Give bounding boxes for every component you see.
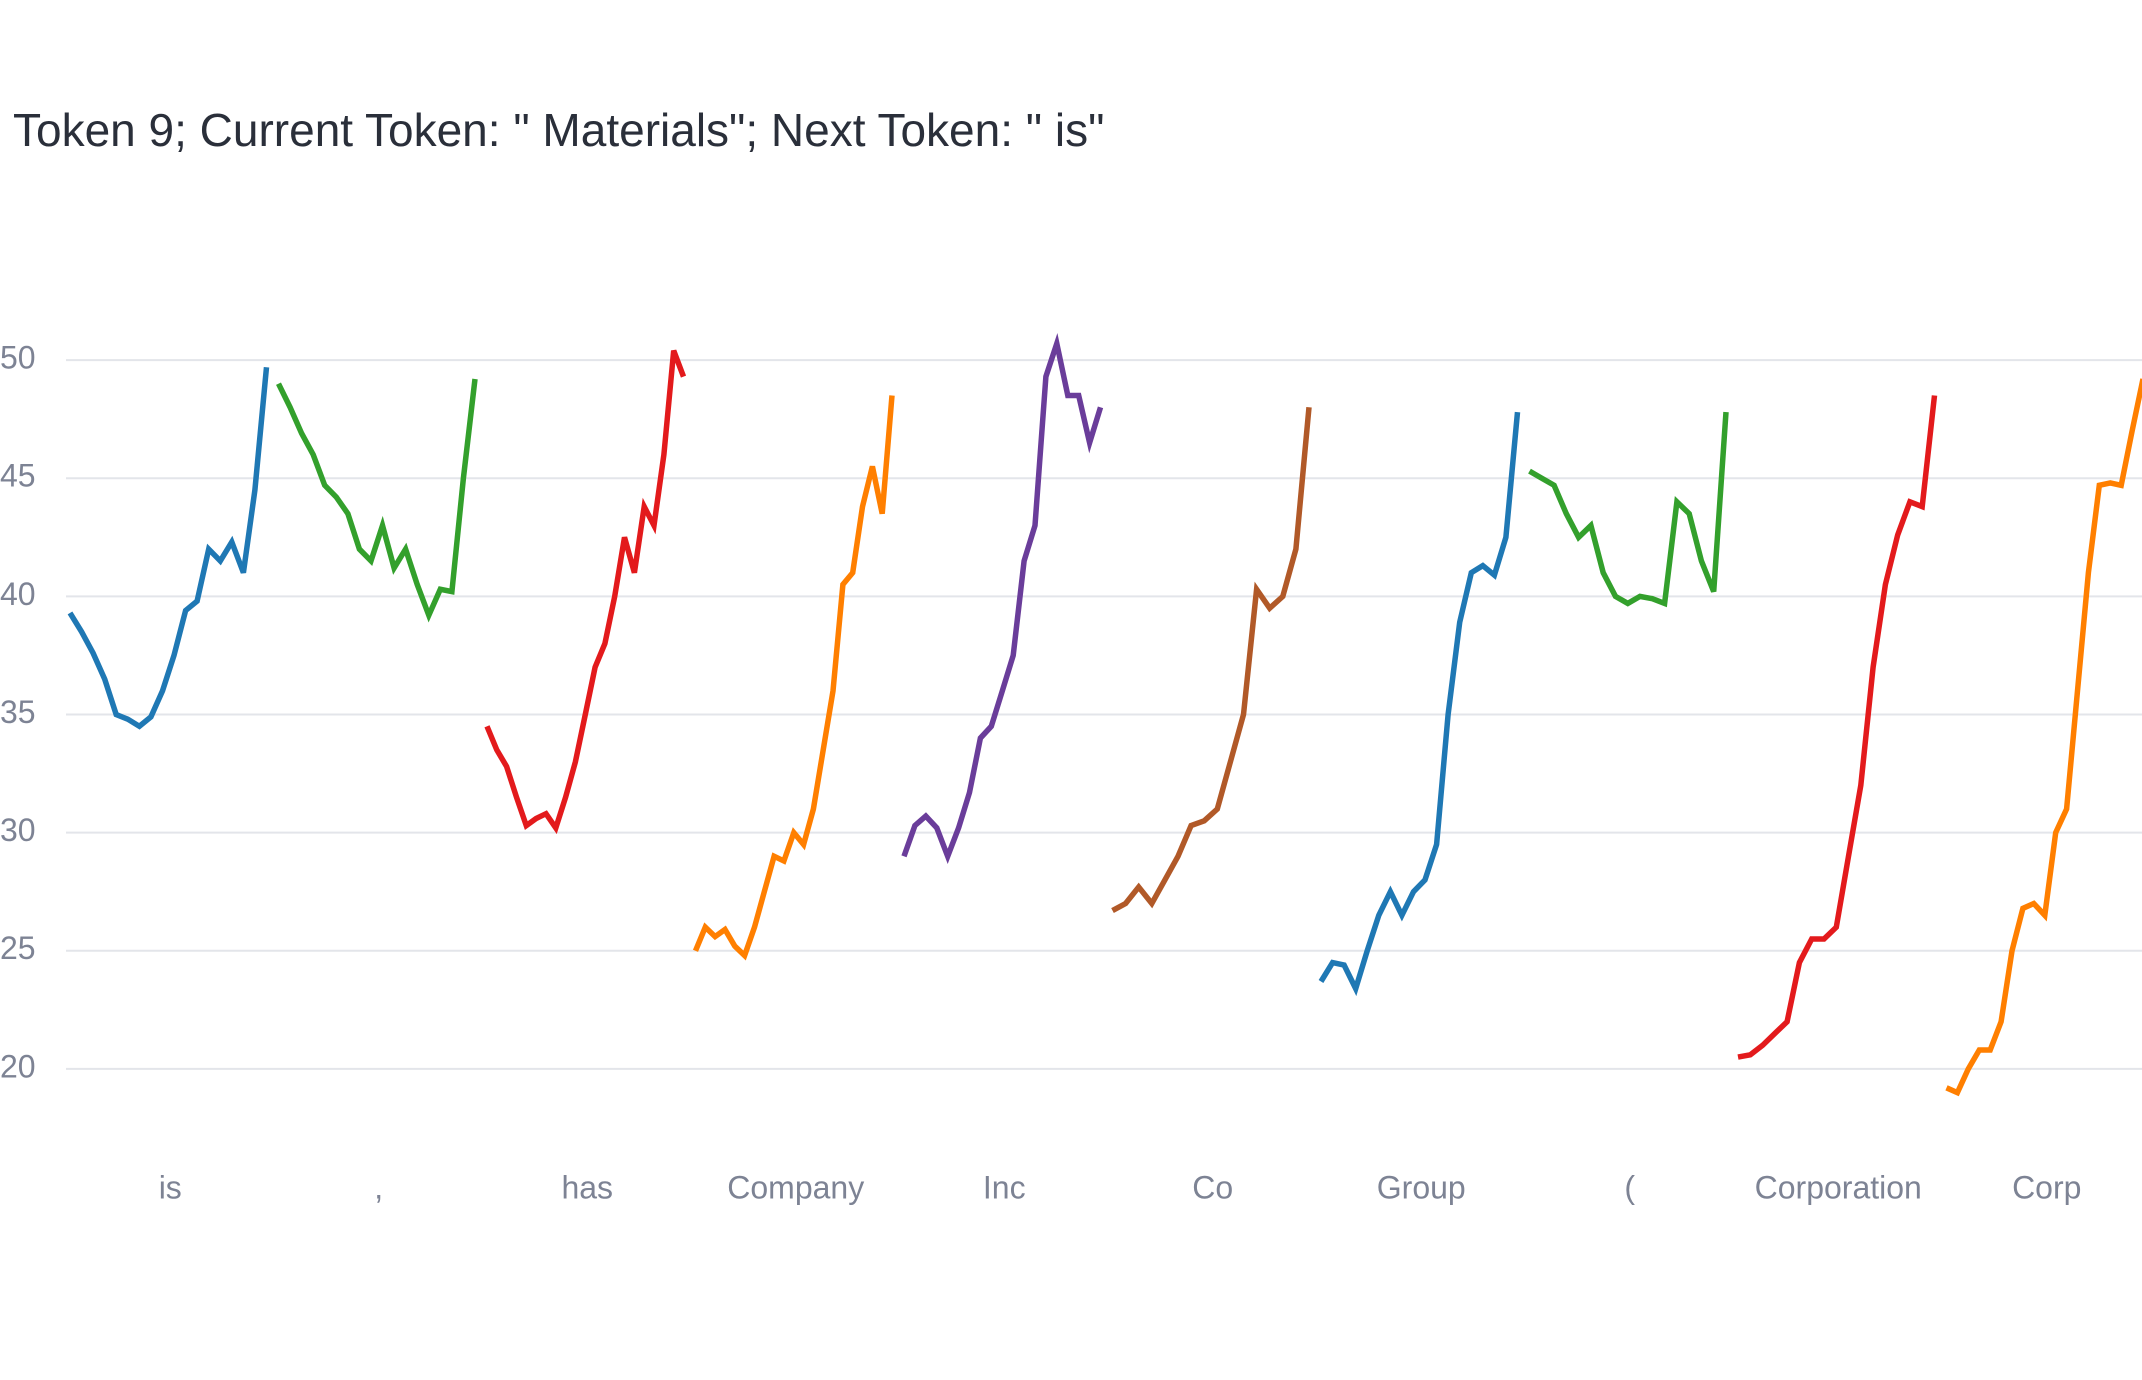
x-tick-label: Corporation [1755, 1169, 1922, 1205]
y-tick-label: 20 [0, 1048, 36, 1084]
x-tick-label: is [159, 1169, 182, 1205]
y-tick-label: 30 [0, 812, 36, 848]
series-line [1945, 378, 2142, 1097]
x-tick-label: , [374, 1169, 383, 1205]
x-tick-label: Company [727, 1169, 864, 1205]
series-line [1528, 411, 1729, 608]
series-line [901, 332, 1104, 864]
series-line [1111, 407, 1312, 914]
series-line [276, 378, 478, 623]
series-line [1318, 411, 1521, 997]
chart-title: Token 9; Current Token: " Materials"; Ne… [13, 104, 1104, 156]
y-tick-label: 45 [0, 458, 36, 494]
x-tick-label: ( [1624, 1169, 1635, 1205]
y-tick-label: 25 [0, 930, 36, 966]
x-tick-label: has [561, 1169, 613, 1205]
series-line [67, 366, 270, 730]
y-tick-label: 40 [0, 576, 36, 612]
x-tick-label: Inc [983, 1169, 1026, 1205]
series-line [692, 395, 895, 961]
x-tick-label: Corp [2012, 1169, 2081, 1205]
x-tick-label: Co [1192, 1169, 1233, 1205]
y-tick-label: 50 [0, 340, 36, 376]
series-line [1737, 395, 1938, 1060]
x-tick-label: Group [1377, 1169, 1466, 1205]
y-tick-label: 35 [0, 694, 36, 730]
series-line [484, 349, 687, 835]
